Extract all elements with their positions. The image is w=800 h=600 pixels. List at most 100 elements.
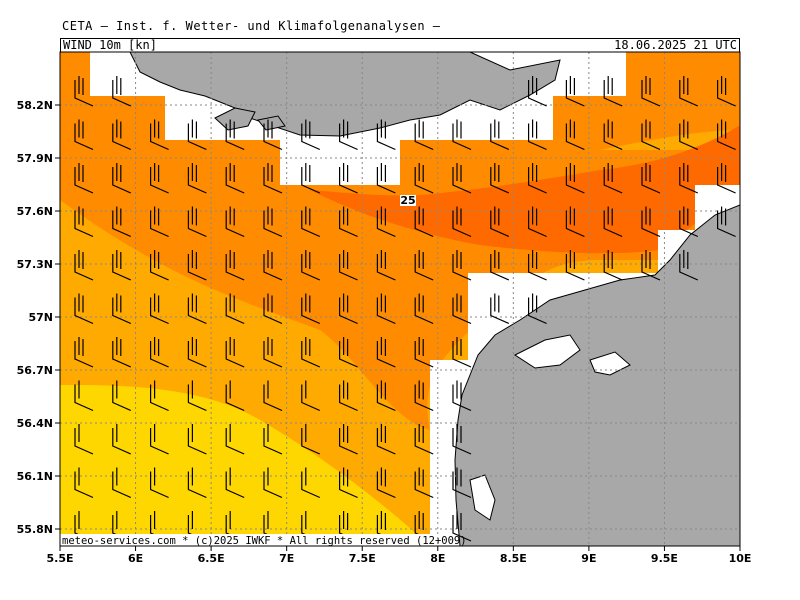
y-axis: 58.2N 57.9N 57.6N 57.3N 57N 56.7N 56.4N 56.1N 55…: [17, 99, 60, 536]
chart-title: CETA — Inst. f. Wetter- und Klimafolgena…: [62, 19, 441, 33]
wind-barb: [376, 467, 396, 499]
x-tick-label: 8E: [430, 552, 445, 565]
wind-barb: [225, 163, 245, 194]
wind-barb: [187, 424, 207, 455]
wind-barb: [301, 424, 321, 455]
wind-barb: [528, 119, 547, 151]
land-fano: [469, 474, 496, 521]
wind-barb: [74, 119, 94, 151]
wind-barb: [679, 163, 699, 194]
wind-barb: [452, 119, 472, 151]
wind-barb: [112, 76, 132, 107]
band-30: [310, 125, 740, 254]
wind-barb: [187, 293, 207, 325]
wind-barb: [150, 206, 169, 238]
wind-barb: [414, 250, 434, 281]
subheader-bar: WIND 10m [kn] 18.06.2025 21 UTC: [60, 38, 740, 52]
wind-barb: [112, 250, 132, 281]
wind-barb: [301, 337, 321, 368]
wind-barb: [225, 119, 245, 151]
wind-barb: [74, 163, 94, 194]
wind-barb: [603, 250, 623, 281]
wind-barb: [679, 206, 699, 238]
y-tick-label: 57.9N: [17, 152, 53, 165]
wind-barb: [339, 250, 358, 281]
land-limfjord-island1: [513, 334, 581, 369]
wind-barb: [263, 293, 283, 325]
wind-barb: [339, 119, 358, 151]
wind-barb: [452, 424, 472, 455]
wind-barb: [717, 76, 736, 107]
wind-barb: [150, 293, 169, 325]
wind-barb: [452, 293, 472, 325]
wind-barb: [717, 119, 736, 151]
wind-barb: [112, 163, 132, 194]
graticule: [60, 52, 740, 546]
wind-barb: [717, 206, 736, 238]
wind-barb: [565, 163, 585, 194]
wind-barb: [376, 250, 396, 281]
contour-label-bg: [400, 195, 416, 206]
wind-barb: [565, 206, 585, 238]
wind-barb: [263, 250, 283, 281]
wind-barb: [74, 467, 94, 499]
wind-barb: [679, 250, 699, 281]
wind-barb: [641, 76, 661, 107]
wind-barb: [641, 250, 661, 281]
wind-barb: [452, 511, 472, 542]
wind-barb: [490, 206, 510, 238]
wind-barb: [603, 119, 623, 151]
wind-barb: [376, 293, 396, 325]
wind-barb: [414, 467, 434, 499]
wind-barb: [112, 206, 132, 238]
y-tick-label: 57N: [28, 311, 53, 324]
land-denmark: [454, 204, 740, 546]
wind-barb: [225, 467, 245, 499]
wind-barb: [641, 206, 661, 238]
x-tick-label: 7E: [279, 552, 294, 565]
wind-barb: [376, 337, 396, 368]
x-tick-label: 10E: [729, 552, 752, 565]
wind-barb: [414, 293, 434, 325]
x-tick-label: 9.5E: [651, 552, 678, 565]
wind-barb: [339, 337, 358, 368]
wind-barb: [74, 337, 94, 368]
x-tick-label: 8.5E: [500, 552, 527, 565]
y-tick-label: 56.4N: [17, 417, 53, 430]
wind-barb: [301, 163, 321, 194]
wind-barb: [263, 163, 283, 194]
wind-barb: [263, 206, 283, 238]
wind-barb: [263, 380, 283, 412]
wind-barb: [339, 467, 358, 499]
wind-barb: [414, 119, 434, 151]
wind-barbs: [74, 76, 736, 542]
wind-barb: [490, 250, 510, 281]
wind-barb: [641, 119, 661, 151]
wind-barb: [187, 206, 207, 238]
land: [129, 52, 740, 546]
wind-barb: [225, 337, 245, 368]
y-tick-label: 56.1N: [17, 470, 53, 483]
wind-barb: [187, 337, 207, 368]
wind-barb: [301, 250, 321, 281]
wind-barb: [528, 76, 547, 107]
land-norway: [129, 52, 561, 137]
footer-bg: [60, 534, 436, 546]
wind-barb: [565, 76, 585, 107]
y-tick-label: 57.3N: [17, 258, 53, 271]
wind-barb: [225, 293, 245, 325]
wind-barb: [150, 337, 169, 368]
wind-barb: [376, 424, 396, 455]
wind-barb: [112, 293, 132, 325]
wind-barb: [414, 337, 434, 368]
wind-barb: [263, 119, 283, 151]
y-tick-label: 57.6N: [17, 205, 53, 218]
wind-barb: [414, 380, 434, 412]
wind-barb: [414, 424, 434, 455]
wind-barb: [452, 467, 472, 499]
wind-barb: [339, 206, 358, 238]
wind-barb: [301, 293, 321, 325]
wind-barb: [528, 250, 547, 281]
wind-barb: [301, 119, 321, 151]
wind-barb: [490, 293, 510, 325]
